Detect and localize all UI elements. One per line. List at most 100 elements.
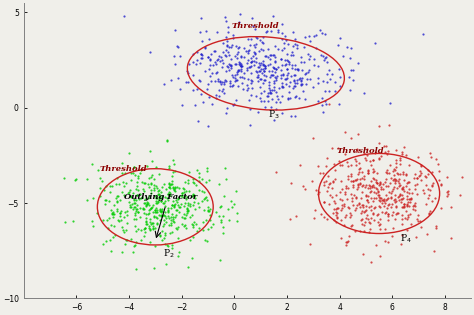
Point bbox=[102, 198, 109, 203]
Point bbox=[167, 77, 175, 82]
Point bbox=[383, 151, 391, 156]
Point bbox=[205, 178, 213, 183]
Point bbox=[262, 29, 270, 34]
Point bbox=[217, 205, 224, 210]
Point bbox=[234, 218, 241, 223]
Point bbox=[156, 207, 164, 212]
Point bbox=[392, 198, 400, 203]
Point bbox=[243, 66, 251, 71]
Point bbox=[301, 71, 309, 76]
Point bbox=[179, 186, 187, 191]
Point bbox=[298, 68, 305, 73]
Point bbox=[280, 73, 287, 78]
Point bbox=[250, 58, 257, 63]
Point bbox=[379, 198, 386, 203]
Point bbox=[383, 206, 391, 211]
Point bbox=[217, 54, 225, 59]
Point bbox=[323, 189, 330, 194]
Point bbox=[178, 103, 186, 108]
Point bbox=[62, 220, 69, 225]
Point bbox=[284, 59, 292, 64]
Point bbox=[189, 224, 197, 229]
Point bbox=[357, 218, 365, 223]
Point bbox=[387, 190, 395, 195]
Point bbox=[340, 201, 348, 206]
Point bbox=[142, 204, 150, 209]
Point bbox=[287, 113, 295, 118]
Point bbox=[255, 60, 263, 65]
Point bbox=[222, 111, 230, 116]
Point bbox=[153, 221, 161, 226]
Point bbox=[266, 90, 273, 95]
Point bbox=[161, 214, 169, 219]
Point bbox=[359, 183, 367, 188]
Point bbox=[251, 27, 258, 32]
Point bbox=[131, 242, 139, 247]
Point bbox=[349, 178, 357, 183]
Point bbox=[384, 211, 392, 216]
Point bbox=[389, 209, 397, 215]
Point bbox=[114, 193, 121, 198]
Point bbox=[98, 179, 106, 184]
Point bbox=[319, 79, 327, 84]
Point bbox=[272, 76, 280, 81]
Point bbox=[275, 85, 283, 90]
Point bbox=[252, 69, 260, 74]
Point bbox=[193, 228, 201, 233]
Point bbox=[173, 198, 180, 203]
Point bbox=[181, 211, 188, 216]
Point bbox=[413, 216, 420, 221]
Point bbox=[165, 222, 173, 227]
Point bbox=[434, 162, 442, 167]
Point bbox=[130, 243, 137, 249]
Point bbox=[370, 196, 378, 201]
Point bbox=[280, 84, 287, 89]
Point bbox=[247, 77, 255, 82]
Point bbox=[157, 189, 165, 194]
Point bbox=[107, 207, 115, 212]
Point bbox=[236, 63, 244, 68]
Point bbox=[383, 198, 390, 203]
Point bbox=[244, 76, 251, 81]
Point bbox=[251, 51, 258, 56]
Point bbox=[158, 237, 166, 242]
Point bbox=[252, 60, 260, 65]
Point bbox=[150, 188, 157, 193]
Point bbox=[185, 203, 192, 208]
Point bbox=[332, 213, 340, 218]
Point bbox=[117, 210, 124, 215]
Point bbox=[312, 32, 319, 37]
Point bbox=[435, 177, 442, 182]
Point bbox=[164, 205, 172, 210]
Point bbox=[181, 204, 188, 209]
Point bbox=[382, 180, 389, 185]
Point bbox=[361, 220, 369, 225]
Point bbox=[343, 239, 350, 244]
Point bbox=[165, 181, 173, 186]
Point bbox=[236, 62, 243, 67]
Point bbox=[146, 219, 154, 224]
Point bbox=[152, 195, 160, 200]
Point bbox=[295, 77, 303, 82]
Point bbox=[282, 37, 290, 43]
Point bbox=[127, 205, 134, 210]
Point bbox=[319, 170, 327, 175]
Point bbox=[346, 205, 353, 210]
Point bbox=[312, 45, 319, 50]
Point bbox=[174, 236, 182, 241]
Point bbox=[270, 78, 278, 83]
Point bbox=[263, 28, 271, 33]
Point bbox=[247, 93, 255, 98]
Point bbox=[123, 238, 131, 243]
Point bbox=[411, 201, 419, 206]
Point bbox=[286, 59, 293, 64]
Point bbox=[207, 63, 214, 68]
Point bbox=[134, 179, 141, 184]
Point bbox=[112, 181, 120, 186]
Point bbox=[199, 55, 206, 60]
Point bbox=[227, 66, 234, 71]
Point bbox=[118, 249, 126, 255]
Point bbox=[153, 207, 161, 212]
Point bbox=[96, 175, 103, 180]
Point bbox=[385, 123, 392, 128]
